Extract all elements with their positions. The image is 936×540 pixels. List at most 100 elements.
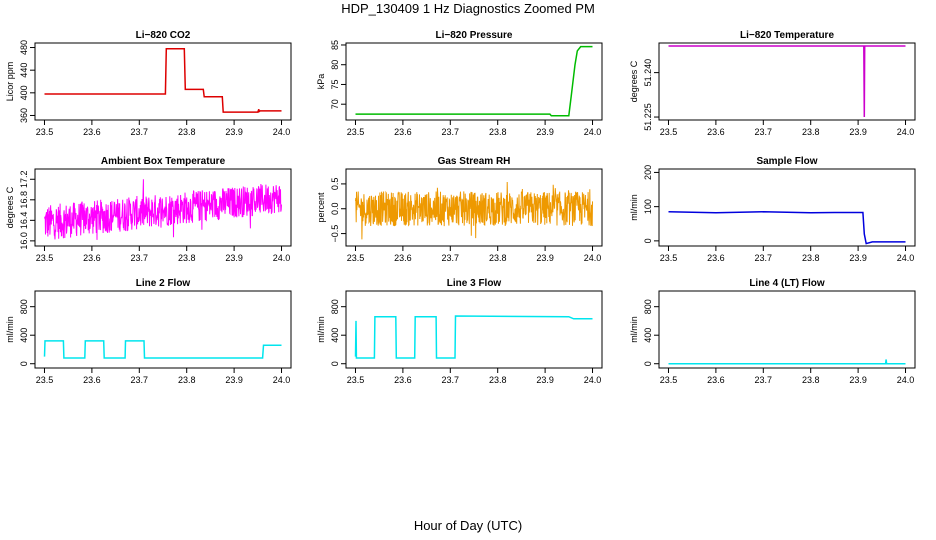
x-tick-label: 23.8 bbox=[802, 375, 820, 385]
panel-title: Line 4 (LT) Flow bbox=[749, 278, 825, 289]
x-tick-label: 23.8 bbox=[489, 253, 507, 263]
y-tick-label: 0 bbox=[643, 238, 653, 243]
plot-frame bbox=[34, 290, 292, 369]
x-tick-label: 23.9 bbox=[536, 375, 554, 385]
plot-frame bbox=[34, 42, 292, 121]
y-axis-label: ml/min bbox=[629, 316, 639, 343]
x-tick-label: 24.0 bbox=[273, 127, 291, 137]
plot-frame bbox=[34, 168, 292, 247]
series-line bbox=[354, 315, 593, 359]
x-tick-label: 23.6 bbox=[394, 127, 412, 137]
x-tick-label: 23.6 bbox=[394, 375, 412, 385]
series-line bbox=[668, 359, 906, 365]
x-tick-label: 23.8 bbox=[802, 127, 820, 137]
series-line bbox=[44, 47, 282, 113]
y-tick-label: 16.4 bbox=[19, 212, 29, 230]
x-tick-label: 23.9 bbox=[225, 253, 243, 263]
figure-xlabel: Hour of Day (UTC) bbox=[413, 518, 523, 533]
panel-9: Line 4 (LT) Flow ml/min 23.5 23.6 23.7 23.8 23… bbox=[629, 278, 916, 385]
y-tick-label: 0.0 bbox=[330, 202, 340, 215]
plot-frame bbox=[658, 290, 916, 369]
x-tick-label: 23.9 bbox=[849, 127, 867, 137]
y-tick-label: 800 bbox=[330, 299, 340, 314]
x-tick-label: 23.8 bbox=[802, 253, 820, 263]
x-tick-label: 23.9 bbox=[536, 127, 554, 137]
x-tick-label: 23.6 bbox=[394, 253, 412, 263]
x-tick-label: 23.6 bbox=[83, 375, 101, 385]
x-tick-label: 23.5 bbox=[36, 375, 54, 385]
x-tick-label: 23.9 bbox=[225, 127, 243, 137]
panel-5: Gas Stream RH percent 23.5 23.6 23.7 23.8 23.9… bbox=[316, 156, 603, 263]
x-tick-label: 23.9 bbox=[225, 375, 243, 385]
y-tick-label: 400 bbox=[19, 85, 29, 100]
x-tick-label: 23.6 bbox=[83, 253, 101, 263]
y-tick-label: 75 bbox=[330, 79, 340, 89]
y-tick-label: 0 bbox=[330, 361, 340, 366]
x-tick-label: 23.6 bbox=[707, 127, 725, 137]
panel-title: Line 2 Flow bbox=[136, 278, 191, 289]
plot-frame bbox=[345, 290, 603, 369]
x-tick-label: 23.7 bbox=[442, 253, 460, 263]
y-axis-label: percent bbox=[316, 192, 326, 223]
panel-8: Line 3 Flow ml/min 23.5 23.6 23.7 23.8 23.9 24.… bbox=[316, 278, 603, 385]
y-axis-label: kPa bbox=[316, 74, 326, 90]
y-tick-label: 51.240 bbox=[643, 59, 653, 87]
series-line bbox=[355, 181, 593, 240]
y-tick-label: 400 bbox=[330, 328, 340, 343]
y-axis-label: degrees C bbox=[5, 186, 15, 228]
x-tick-label: 23.5 bbox=[660, 253, 678, 263]
x-tick-label: 23.5 bbox=[660, 127, 678, 137]
panel-4: Ambient Box Temperature degrees C 23.5 23.6… bbox=[5, 156, 292, 263]
x-tick-label: 23.7 bbox=[755, 253, 773, 263]
y-tick-label: 100 bbox=[643, 199, 653, 214]
x-tick-label: 23.9 bbox=[849, 253, 867, 263]
panel-title: Ambient Box Temperature bbox=[101, 156, 226, 167]
panel-2: Li−820 Pressure kPa 23.5 23.6 23.7 23.8 23.9 24… bbox=[316, 30, 603, 137]
y-tick-label: 200 bbox=[643, 165, 653, 180]
y-tick-label: 16.8 bbox=[19, 191, 29, 209]
panel-3: Li−820 Temperature degrees C 23.5 23.6 23.7 2… bbox=[629, 30, 916, 137]
x-tick-label: 24.0 bbox=[897, 253, 915, 263]
panel-title: Gas Stream RH bbox=[438, 156, 511, 167]
figure-title: HDP_130409 1 Hz Diagnostics Zoomed PM bbox=[341, 1, 595, 16]
x-tick-label: 23.5 bbox=[36, 253, 54, 263]
y-axis-label: ml/min bbox=[316, 316, 326, 343]
y-tick-label: −0.5 bbox=[330, 225, 340, 243]
x-tick-label: 23.7 bbox=[131, 253, 149, 263]
x-tick-label: 23.5 bbox=[36, 127, 54, 137]
x-tick-label: 23.8 bbox=[178, 375, 196, 385]
x-tick-label: 23.7 bbox=[442, 375, 460, 385]
series-line bbox=[43, 340, 282, 359]
y-tick-label: 800 bbox=[643, 299, 653, 314]
y-tick-label: 0 bbox=[643, 361, 653, 366]
y-tick-label: 360 bbox=[19, 108, 29, 123]
x-tick-label: 23.8 bbox=[489, 375, 507, 385]
series-line bbox=[668, 211, 906, 245]
panel-6: Sample Flow ml/min 23.5 23.6 23.7 23.8 23.9 24.… bbox=[629, 156, 916, 263]
panel-title: Li−820 Temperature bbox=[740, 30, 834, 41]
y-tick-label: 800 bbox=[19, 299, 29, 314]
y-tick-label: 0 bbox=[19, 361, 29, 366]
x-tick-label: 24.0 bbox=[584, 375, 602, 385]
y-tick-label: 51.225 bbox=[643, 103, 653, 131]
x-tick-label: 23.6 bbox=[83, 127, 101, 137]
y-axis-label: Licor ppm bbox=[5, 62, 15, 102]
x-tick-label: 23.5 bbox=[660, 375, 678, 385]
panel-title: Sample Flow bbox=[756, 156, 817, 167]
y-tick-label: 16.0 bbox=[19, 232, 29, 250]
y-tick-label: 70 bbox=[330, 99, 340, 109]
x-tick-label: 23.5 bbox=[347, 375, 365, 385]
y-tick-label: 80 bbox=[330, 60, 340, 70]
x-tick-label: 23.6 bbox=[707, 253, 725, 263]
x-tick-label: 24.0 bbox=[897, 127, 915, 137]
y-axis-label: ml/min bbox=[5, 316, 15, 343]
y-tick-label: 17.2 bbox=[19, 171, 29, 189]
panel-title: Line 3 Flow bbox=[447, 278, 502, 289]
x-tick-label: 24.0 bbox=[584, 253, 602, 263]
panel-title: Li−820 CO2 bbox=[136, 30, 191, 41]
x-tick-label: 24.0 bbox=[273, 375, 291, 385]
y-axis-label: degrees C bbox=[629, 60, 639, 102]
series-line bbox=[44, 179, 282, 240]
x-tick-label: 23.5 bbox=[347, 127, 365, 137]
x-tick-label: 24.0 bbox=[897, 375, 915, 385]
